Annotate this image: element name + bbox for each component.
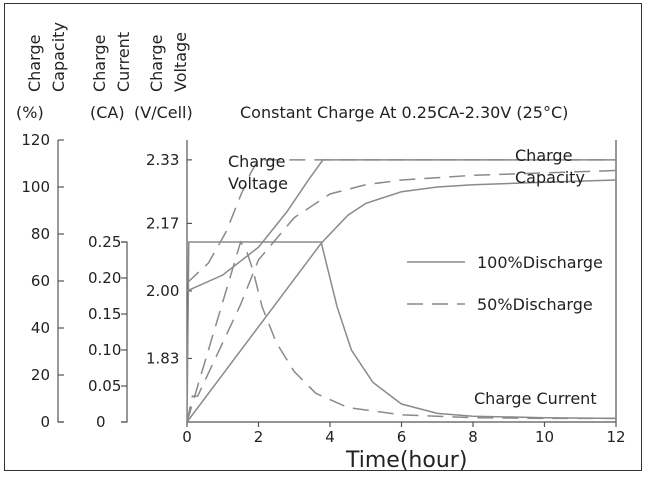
current-dashed-series-line bbox=[186, 240, 616, 423]
current-tick-label: 0.20 bbox=[88, 269, 121, 287]
capacity-dashed-series-line bbox=[186, 169, 617, 423]
legend-50-discharge: 50%Discharge bbox=[477, 295, 593, 314]
voltage-unit: (V/Cell) bbox=[134, 103, 193, 122]
legend-100-discharge: 100%Discharge bbox=[477, 253, 603, 272]
x-tick-label: 8 bbox=[468, 428, 478, 446]
current-tick-label: 0.15 bbox=[88, 305, 121, 323]
voltage-axis-title-line2: Voltage bbox=[171, 32, 190, 92]
x-tick-label: 12 bbox=[606, 428, 625, 446]
charge-voltage-annotation-line1: Charge bbox=[228, 152, 285, 171]
chart-title: Constant Charge At 0.25CA-2.30V (25°C) bbox=[240, 103, 568, 122]
capacity-tick-label: 0 bbox=[40, 413, 50, 431]
charge-capacity-annotation-line2: Capacity bbox=[515, 168, 585, 187]
capacity-tick-label: 20 bbox=[31, 366, 50, 384]
current-solid-series-line bbox=[186, 241, 617, 423]
x-axis-label: Time(hour) bbox=[345, 448, 467, 473]
charge-current-annotation: Charge Current bbox=[474, 389, 597, 408]
capacity-axis-title-line1: Charge bbox=[25, 35, 44, 92]
current-tick-label: 0.25 bbox=[88, 233, 121, 251]
capacity-solid-series-line bbox=[186, 179, 617, 423]
x-tick-label: 6 bbox=[397, 428, 407, 446]
voltage-tick-label: 2.00 bbox=[146, 282, 179, 300]
x-tick-label: 0 bbox=[182, 428, 192, 446]
current-unit: (CA) bbox=[90, 103, 125, 122]
capacity-tick-label: 100 bbox=[21, 178, 50, 196]
x-tick-label: 4 bbox=[325, 428, 335, 446]
voltage-axis-title-line1: Charge bbox=[147, 35, 166, 92]
charge-capacity-annotation-line1: Charge bbox=[515, 146, 572, 165]
chart-frame bbox=[4, 3, 642, 471]
current-tick-label: 0.10 bbox=[88, 341, 121, 359]
voltage-tick-label: 2.33 bbox=[146, 151, 179, 169]
current-tick-label: 0.05 bbox=[88, 377, 121, 395]
capacity-unit: (%) bbox=[16, 103, 44, 122]
capacity-axis-title-line2: Capacity bbox=[49, 22, 68, 92]
capacity-tick-label: 40 bbox=[31, 319, 50, 337]
current-axis-title-line1: Charge bbox=[90, 35, 109, 92]
current-tick-label: 0 bbox=[96, 413, 106, 431]
voltage-dashed-series-line bbox=[186, 159, 616, 284]
voltage-tick-label: 2.17 bbox=[146, 214, 179, 232]
capacity-tick-label: 80 bbox=[31, 225, 50, 243]
x-tick-label: 10 bbox=[535, 428, 554, 446]
current-axis-title-line2: Current bbox=[114, 32, 133, 92]
voltage-tick-label: 1.83 bbox=[146, 349, 179, 367]
current-axis-line bbox=[121, 241, 128, 423]
capacity-tick-label: 60 bbox=[31, 272, 50, 290]
charge-voltage-annotation-line2: Voltage bbox=[228, 174, 288, 193]
x-tick-label: 2 bbox=[254, 428, 264, 446]
capacity-tick-label: 120 bbox=[21, 131, 50, 149]
